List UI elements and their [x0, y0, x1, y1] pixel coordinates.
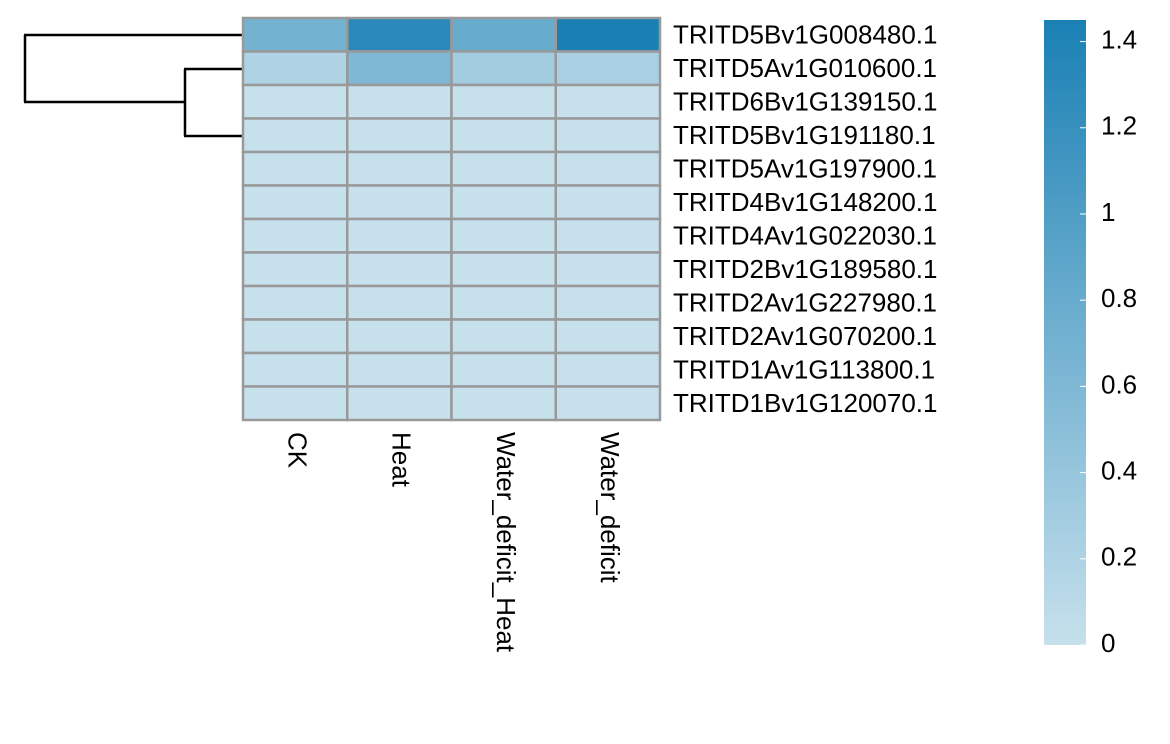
heatmap-cell [554, 318, 662, 355]
heatmap-cell [241, 351, 349, 388]
row-label: TRITD4Bv1G148200.1 [673, 187, 937, 217]
heatmap-cell [346, 117, 453, 154]
colorbar-tick-label: 1 [1101, 197, 1115, 227]
heatmap-cell [554, 150, 662, 187]
colorbar-tick-label: 0.6 [1101, 369, 1137, 399]
heatmap-cell [554, 83, 662, 120]
heatmap-cell [241, 117, 349, 154]
heatmap-cell [554, 184, 662, 221]
row-label: TRITD4Av1G022030.1 [673, 221, 937, 251]
heatmap-cell [450, 284, 557, 321]
dendrogram [23, 33, 243, 138]
heatmap-cell [450, 50, 557, 87]
heatmap-cell [450, 83, 557, 120]
column-label: Water_deficit [595, 432, 625, 584]
heatmap-cell [241, 385, 349, 422]
heatmap-cell [346, 217, 453, 254]
row-label: TRITD6Bv1G139150.1 [673, 87, 937, 117]
colorbar-tick-label: 0.4 [1101, 455, 1137, 485]
heatmap-cell [241, 184, 349, 221]
heatmap-cell [346, 351, 453, 388]
column-label: CK [282, 432, 312, 469]
heatmap-cell [346, 251, 453, 288]
heatmap-cell [554, 284, 662, 321]
heatmap-cell [241, 150, 349, 187]
row-label: TRITD5Av1G010600.1 [673, 53, 937, 83]
heatmap-cell [241, 318, 349, 355]
heatmap-cell [241, 251, 349, 288]
heatmap-cell [450, 251, 557, 288]
heatmap-cell [346, 83, 453, 120]
heatmap-cell [346, 284, 453, 321]
row-label: TRITD5Av1G197900.1 [673, 154, 937, 184]
heatmap-cell [554, 217, 662, 254]
heatmap-cell [346, 50, 453, 87]
heatmap-cell [241, 83, 349, 120]
row-label: TRITD2Av1G070200.1 [673, 321, 937, 351]
heatmap-cell [346, 150, 453, 187]
colorbar-tick-label: 1.2 [1101, 111, 1137, 141]
colorbar-tick-label: 0 [1101, 628, 1115, 658]
row-label: TRITD2Bv1G189580.1 [673, 254, 937, 284]
row-label: TRITD1Av1G113800.1 [673, 355, 935, 385]
row-label: TRITD5Bv1G008480.1 [673, 20, 937, 50]
heatmap-cell [554, 50, 662, 87]
row-label: TRITD5Bv1G191180.1 [673, 120, 936, 150]
colorbar-tick-label: 0.2 [1101, 542, 1137, 572]
column-label: Heat [387, 432, 417, 488]
heatmap-cell [346, 318, 453, 355]
heatmap-cell [554, 251, 662, 288]
heatmap-cell [450, 385, 557, 422]
heatmap-cell [346, 385, 453, 422]
heatmap-cell [241, 50, 349, 87]
column-label: Water_deficit_Heat [491, 432, 521, 653]
heatmap-cell [241, 217, 349, 254]
row-label: TRITD2Av1G227980.1 [673, 288, 937, 318]
heatmap-cell [241, 16, 349, 53]
heatmap-cell [450, 217, 557, 254]
heatmap-cell [554, 117, 662, 154]
heatmap-cell [450, 184, 557, 221]
heatmap-cell [450, 117, 557, 154]
heatmap-cell [554, 351, 662, 388]
heatmap-cell [450, 318, 557, 355]
colorbar-tick-label: 1.4 [1101, 24, 1137, 54]
heatmap-cell [346, 16, 453, 53]
heatmap-cell [241, 284, 349, 321]
heatmap-cell [346, 184, 453, 221]
heatmap-cell [450, 150, 557, 187]
heatmap-cell [554, 385, 662, 422]
row-label: TRITD1Bv1G120070.1 [673, 388, 937, 418]
heatmap-cell [450, 16, 557, 53]
heatmap-cell [554, 16, 662, 53]
colorbar [1044, 20, 1086, 645]
colorbar-tick-label: 0.8 [1101, 283, 1137, 313]
heatmap-cell [450, 351, 557, 388]
